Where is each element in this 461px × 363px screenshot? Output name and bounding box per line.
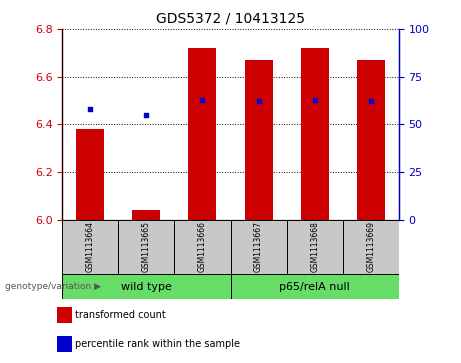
Bar	[230, 220, 287, 274]
Text: GSM1113668: GSM1113668	[310, 221, 319, 272]
Text: GSM1113667: GSM1113667	[254, 221, 263, 272]
Text: GSM1113664: GSM1113664	[86, 221, 95, 272]
Point	[87, 106, 94, 112]
Text: p65/relA null: p65/relA null	[279, 282, 350, 292]
Bar	[174, 220, 230, 274]
Text: transformed count: transformed count	[75, 310, 165, 320]
Bar	[76, 129, 104, 220]
Point	[255, 99, 262, 105]
Text: wild type: wild type	[121, 282, 172, 292]
Bar	[118, 220, 174, 274]
Bar	[244, 60, 272, 220]
Bar	[57, 307, 72, 323]
Title: GDS5372 / 10413125: GDS5372 / 10413125	[156, 11, 305, 25]
Bar	[62, 220, 118, 274]
Text: genotype/variation ▶: genotype/variation ▶	[5, 282, 100, 291]
Point	[367, 99, 374, 105]
Text: percentile rank within the sample: percentile rank within the sample	[75, 339, 240, 349]
Bar	[132, 210, 160, 220]
Bar	[189, 48, 217, 220]
Bar	[343, 220, 399, 274]
Bar	[57, 336, 72, 352]
Text: GSM1113665: GSM1113665	[142, 221, 151, 272]
Point	[199, 97, 206, 102]
Point	[311, 97, 318, 102]
Bar	[301, 48, 329, 220]
Text: GSM1113666: GSM1113666	[198, 221, 207, 272]
Bar	[230, 274, 399, 299]
Bar	[357, 60, 385, 220]
Bar	[287, 220, 343, 274]
Text: GSM1113669: GSM1113669	[366, 221, 375, 272]
Point	[142, 112, 150, 118]
Bar	[62, 274, 230, 299]
